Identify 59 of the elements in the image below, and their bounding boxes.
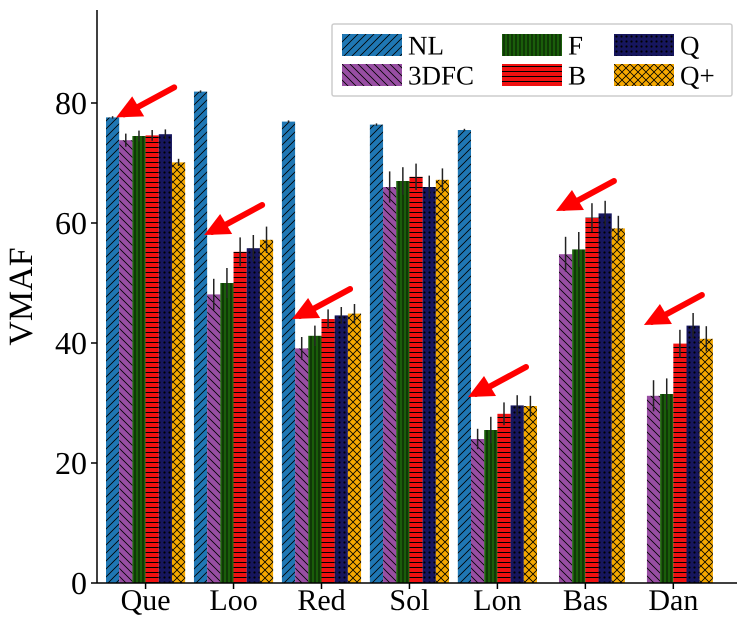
y-tick-label: 40 [55,325,87,362]
bar [673,344,687,583]
bar [383,187,396,583]
bar [646,396,660,583]
y-axis-title: VMAF [3,247,40,346]
x-tick-label: Loo [209,584,258,617]
bar [220,283,234,583]
bar [598,213,612,583]
bar [585,218,599,583]
legend-label: F [568,30,584,60]
bar [436,180,450,583]
x-tick-label: Dan [648,584,698,617]
legend-label: NL [408,30,444,60]
bar [497,414,511,583]
bar [158,134,172,583]
x-tick-label: Sol [389,584,430,617]
y-tick-label: 0 [71,565,87,602]
y-tick-label: 20 [55,445,87,482]
bar [146,135,159,583]
bar [282,122,296,583]
bar [370,124,384,583]
x-tick-label: Que [120,584,171,617]
bar [207,294,220,583]
x-tick-label: Lon [473,584,522,617]
bar [524,406,537,583]
bar [700,338,713,583]
bar [295,348,308,583]
bar [246,248,260,583]
bar [119,140,132,583]
bar [396,181,410,583]
bar [660,394,674,583]
bar [458,130,472,583]
bar [686,326,700,583]
x-tick-label: Red [297,584,346,617]
bar [106,117,120,583]
bar [422,187,436,583]
legend-label: Q+ [680,60,715,90]
bar [471,439,484,583]
bar [172,162,186,583]
bar [409,176,423,583]
bar [510,405,524,583]
legend-label: 3DFC [408,60,474,90]
bar [484,430,498,583]
bar [321,319,335,583]
bar [308,336,322,583]
bar [234,252,247,583]
bar [572,249,586,583]
legend-label: Q [680,30,700,60]
legend-label: B [568,60,586,90]
bar [612,228,625,583]
y-tick-label: 60 [55,205,87,242]
bar [348,314,362,583]
bar [132,136,146,583]
bar [260,240,274,583]
y-tick-label: 80 [55,85,87,122]
x-tick-label: Bas [562,584,608,617]
bar [558,254,572,583]
bar [194,92,208,583]
bar [334,315,348,583]
